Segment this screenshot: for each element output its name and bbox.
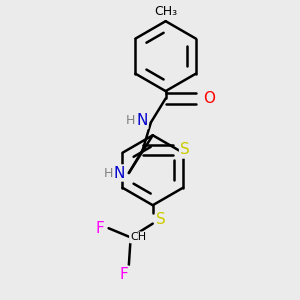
Text: O: O xyxy=(203,91,215,106)
Text: H: H xyxy=(104,167,113,179)
Text: F: F xyxy=(120,267,129,282)
Text: N: N xyxy=(136,113,147,128)
Text: F: F xyxy=(95,221,104,236)
Text: CH: CH xyxy=(130,232,146,242)
Text: S: S xyxy=(156,212,166,227)
Text: S: S xyxy=(180,142,190,158)
Text: H: H xyxy=(126,114,135,127)
Text: CH₃: CH₃ xyxy=(154,5,177,19)
Text: N: N xyxy=(114,166,125,181)
